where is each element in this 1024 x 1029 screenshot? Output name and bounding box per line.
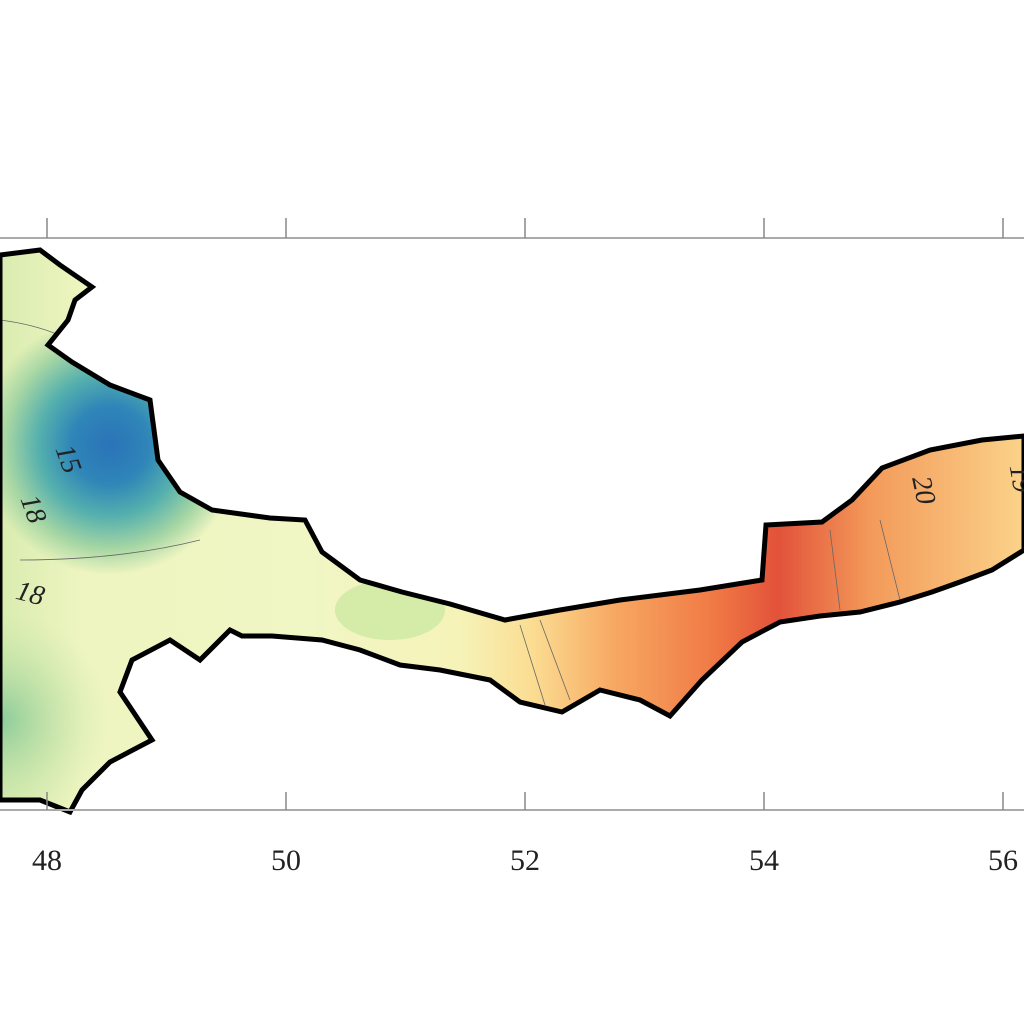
x-tick-label: 52 [510, 844, 540, 877]
x-tick-label: 56 [988, 844, 1018, 877]
x-tick-label: 48 [32, 844, 62, 877]
contour-label: 19 [1003, 462, 1024, 495]
contour-label: 20 [905, 473, 941, 507]
x-tick-label: 54 [749, 844, 779, 877]
x-tick-label: 50 [271, 844, 301, 877]
